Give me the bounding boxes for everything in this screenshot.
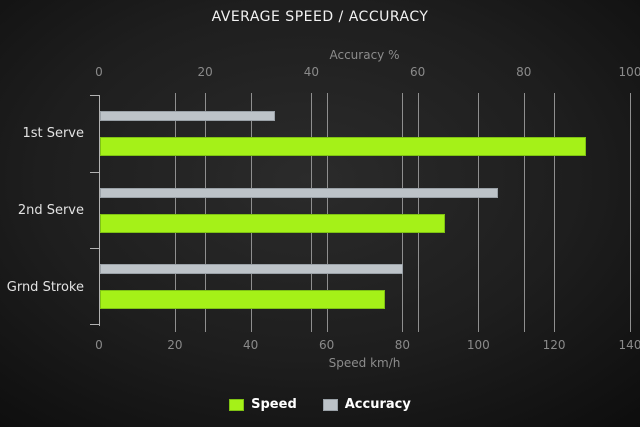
axis-tick	[90, 172, 99, 173]
tick-label: 80	[516, 65, 532, 79]
top-axis-tick-labels: 0 20 40 60 80 100	[95, 65, 640, 79]
top-axis-label: Accuracy %	[329, 48, 400, 62]
gridline	[417, 93, 419, 332]
speed-swatch-icon	[229, 398, 245, 411]
tick-label: 100	[466, 338, 490, 352]
tick-label: 60	[409, 65, 426, 79]
tick-label: 40	[303, 65, 320, 79]
gridline	[630, 93, 631, 332]
axis-tick	[90, 248, 99, 249]
plot-area	[90, 93, 631, 332]
category-labels: 1st Serve 2nd Serve Grnd Stroke	[0, 95, 84, 325]
category-axis-line	[99, 95, 100, 326]
gridline	[250, 93, 252, 332]
tick-label: 60	[318, 338, 335, 352]
legend-label-accuracy: Accuracy	[344, 397, 411, 412]
tick-label: 80	[394, 338, 411, 352]
speed-bar	[100, 137, 586, 156]
gridline	[478, 93, 480, 332]
accuracy-bar	[100, 264, 403, 275]
axis-tick	[90, 324, 99, 325]
legend: Speed Accuracy	[0, 397, 640, 412]
accuracy-bar	[100, 187, 499, 198]
legend-item-speed: Speed	[229, 397, 297, 412]
tick-label: 40	[243, 338, 259, 352]
gridline	[174, 93, 176, 332]
tick-label: 20	[167, 338, 183, 352]
legend-label-speed: Speed	[251, 397, 297, 412]
speed-bar	[100, 213, 446, 233]
tick-label: 120	[542, 338, 566, 352]
bottom-axis-label: Speed km/h	[328, 356, 401, 370]
category-label: 2nd Serve	[17, 203, 84, 218]
tick-label: 140	[618, 338, 640, 352]
accuracy-swatch-icon	[322, 398, 338, 411]
gridline	[523, 93, 525, 332]
gridline	[326, 93, 328, 332]
tick-label: 20	[197, 65, 213, 79]
tick-label: 0	[95, 65, 103, 79]
category-label: Grnd Stroke	[6, 279, 84, 295]
gridline	[311, 93, 313, 332]
tick-label: 100	[618, 65, 640, 79]
gridline	[402, 93, 404, 332]
category-label: 1st Serve	[22, 126, 84, 142]
legend-item-accuracy: Accuracy	[322, 397, 411, 412]
axis-tick	[90, 95, 99, 96]
chart-title: AVERAGE SPEED / ACCURACY	[211, 9, 429, 25]
accuracy-bar	[100, 111, 276, 121]
tick-label: 0	[95, 338, 103, 352]
gridline	[205, 93, 207, 332]
bottom-axis-tick-labels: 0 20 40 60 80 100 120 140	[95, 338, 640, 352]
speed-bar	[100, 290, 385, 310]
gridline	[554, 93, 556, 332]
